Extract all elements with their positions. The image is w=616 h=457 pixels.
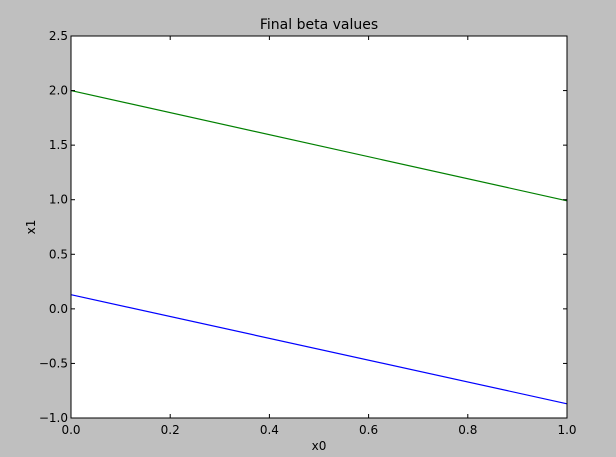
y-tick-label: −1.0: [39, 411, 68, 425]
x-tick-label: 0.4: [260, 423, 279, 437]
x-tick-label: 0.2: [161, 423, 180, 437]
y-tick-label: 1.0: [49, 193, 68, 207]
plot-frame: [70, 35, 568, 419]
x-tick-label: 1.0: [557, 423, 576, 437]
plot-area: [71, 36, 567, 418]
y-tick-label: 0.5: [49, 247, 68, 261]
y-tick-label: −0.5: [39, 356, 68, 370]
y-tick-label: 2.0: [49, 84, 68, 98]
x-tick-label: 0.8: [458, 423, 477, 437]
x-tick-label: 0.0: [61, 423, 80, 437]
chart-title: Final beta values: [260, 17, 378, 33]
y-tick-label: 0.0: [49, 302, 68, 316]
y-tick-label: 2.5: [49, 29, 68, 43]
x-tick-label: 0.6: [359, 423, 378, 437]
x-axis-label: x0: [312, 439, 327, 453]
x-axis: 0.0 0.2 0.4 0.6 0.8 1.0: [61, 36, 577, 437]
y-axis-label: x1: [24, 220, 38, 235]
series-line-1: [70, 294, 568, 405]
series-line-2: [70, 90, 568, 202]
chart-marks: [70, 90, 568, 405]
y-tick-label: 1.5: [49, 138, 68, 152]
y-axis: −1.0 −0.5 0.0 0.5 1.0 1.5 2.0 2.5: [39, 29, 567, 425]
